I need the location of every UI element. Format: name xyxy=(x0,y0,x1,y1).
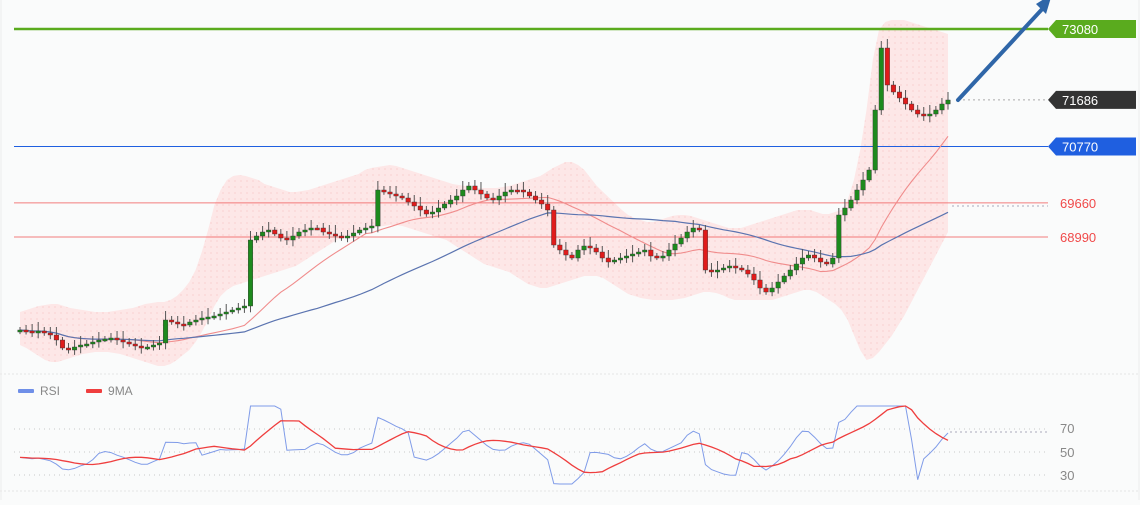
rsi-swatch-icon xyxy=(18,389,34,393)
rsi-tick-70: 70 xyxy=(1060,421,1074,436)
rsi-tick-50: 50 xyxy=(1060,445,1074,460)
trend-arrow xyxy=(956,0,1051,102)
legend-item-9ma: 9MA xyxy=(86,384,133,398)
price-labels: 73080 71686 70770 69660 68990 xyxy=(1048,20,1136,245)
bollinger-band xyxy=(20,20,948,366)
legend-label-rsi: RSI xyxy=(40,384,61,398)
candles xyxy=(17,39,951,355)
svg-text:73080: 73080 xyxy=(1062,22,1098,37)
svg-text:69660: 69660 xyxy=(1060,196,1096,211)
svg-text:68990: 68990 xyxy=(1060,230,1096,245)
moving-averages xyxy=(19,135,949,344)
rsi-tick-30: 30 xyxy=(1060,468,1074,483)
legend-item-rsi: RSI xyxy=(18,384,60,398)
ma-swatch-icon xyxy=(86,389,103,393)
rsi-legend: RSI 9MA xyxy=(18,384,151,398)
price-levels xyxy=(14,27,1048,238)
rsi-panel xyxy=(14,405,1048,485)
svg-text:71686: 71686 xyxy=(1062,93,1098,108)
svg-text:70770: 70770 xyxy=(1062,139,1098,154)
legend-label-9ma: 9MA xyxy=(108,384,133,398)
